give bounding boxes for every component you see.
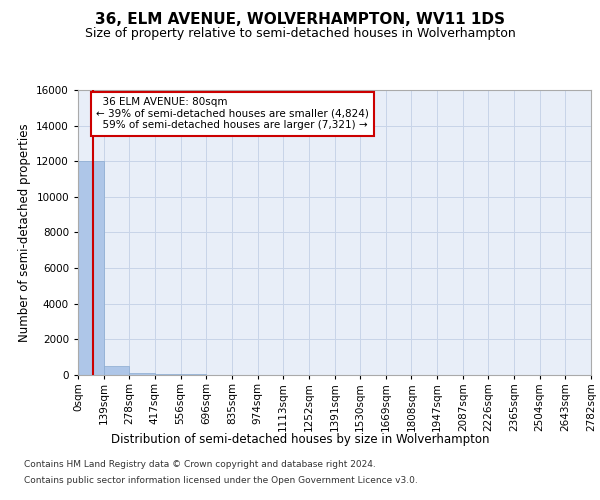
Text: Size of property relative to semi-detached houses in Wolverhampton: Size of property relative to semi-detach… <box>85 28 515 40</box>
Text: Distribution of semi-detached houses by size in Wolverhampton: Distribution of semi-detached houses by … <box>111 432 489 446</box>
Y-axis label: Number of semi-detached properties: Number of semi-detached properties <box>17 123 31 342</box>
Bar <box>155 374 181 375</box>
Text: Contains HM Land Registry data © Crown copyright and database right 2024.: Contains HM Land Registry data © Crown c… <box>24 460 376 469</box>
Bar <box>104 366 129 375</box>
Text: 36 ELM AVENUE: 80sqm
← 39% of semi-detached houses are smaller (4,824)
  59% of : 36 ELM AVENUE: 80sqm ← 39% of semi-detac… <box>96 97 369 130</box>
Bar <box>78 161 104 375</box>
Text: 36, ELM AVENUE, WOLVERHAMPTON, WV11 1DS: 36, ELM AVENUE, WOLVERHAMPTON, WV11 1DS <box>95 12 505 28</box>
Bar <box>129 373 155 375</box>
Bar <box>181 374 206 375</box>
Text: Contains public sector information licensed under the Open Government Licence v3: Contains public sector information licen… <box>24 476 418 485</box>
